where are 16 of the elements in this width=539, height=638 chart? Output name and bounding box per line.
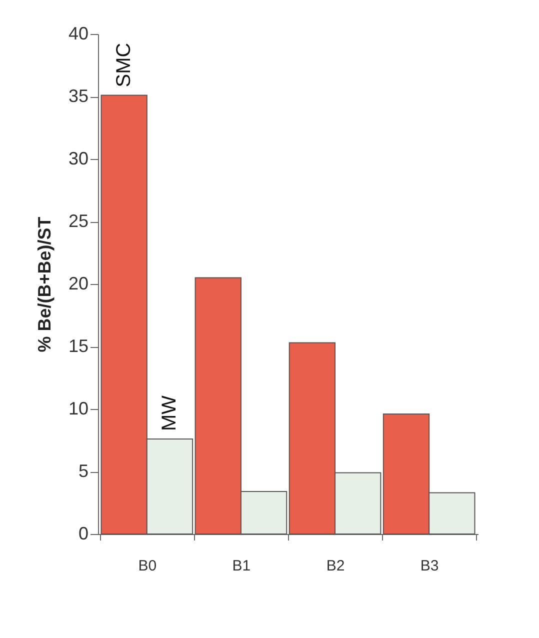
y-tick-label: 35 <box>68 86 88 106</box>
text: MW <box>158 395 181 431</box>
x-tick-label: B2 <box>326 558 345 574</box>
y-tick-label: 0 <box>78 524 88 544</box>
y-tick-label: 40 <box>68 24 88 44</box>
x-tick-label: B3 <box>420 558 439 574</box>
y-tick-label: 5 <box>78 461 88 481</box>
y-tick-label: 10 <box>68 398 88 418</box>
y-tick-label: 30 <box>68 148 88 168</box>
y-tick-label: 20 <box>68 274 88 294</box>
text: SMC <box>113 42 136 88</box>
y-tick-label: 25 <box>68 211 88 231</box>
y-tick-label: 15 <box>68 336 88 356</box>
x-tick-label: B1 <box>232 558 251 574</box>
x-tick-label: B0 <box>138 558 157 574</box>
y-axis-title: % Be/(B+Be)/ST <box>34 216 54 352</box>
